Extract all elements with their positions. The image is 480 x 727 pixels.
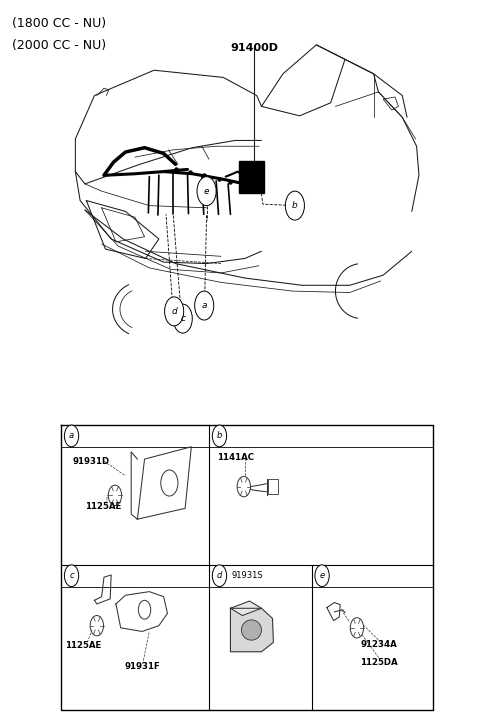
Text: c: c [180,314,185,323]
Text: 91931D: 91931D [72,457,109,466]
Circle shape [212,425,227,447]
Text: 1125AE: 1125AE [65,641,101,651]
Circle shape [64,425,79,447]
FancyBboxPatch shape [239,161,264,193]
Text: a: a [202,301,207,310]
Text: (2000 CC - NU): (2000 CC - NU) [12,39,106,52]
Text: 1141AC: 1141AC [217,453,254,462]
Circle shape [197,177,216,206]
Text: 91931F: 91931F [124,662,160,671]
Circle shape [64,565,79,587]
Text: 91234A: 91234A [360,640,397,649]
Text: c: c [69,571,74,580]
Circle shape [173,304,192,333]
Polygon shape [230,608,274,651]
Text: 1125AE: 1125AE [85,502,121,511]
Circle shape [195,291,214,320]
Ellipse shape [241,620,262,640]
Text: b: b [217,431,222,441]
Text: 1125DA: 1125DA [360,658,398,667]
Circle shape [315,565,329,587]
Text: a: a [69,431,74,441]
Text: d: d [217,571,222,580]
Polygon shape [230,601,262,616]
Circle shape [165,297,184,326]
Text: e: e [204,187,209,196]
Text: 91400D: 91400D [230,44,278,53]
Text: 91931S: 91931S [232,571,264,580]
Circle shape [285,191,304,220]
Text: b: b [292,201,298,210]
Text: e: e [320,571,324,580]
Bar [268,479,278,494]
Text: d: d [171,307,177,316]
Circle shape [212,565,227,587]
Text: (1800 CC - NU): (1800 CC - NU) [12,17,106,31]
